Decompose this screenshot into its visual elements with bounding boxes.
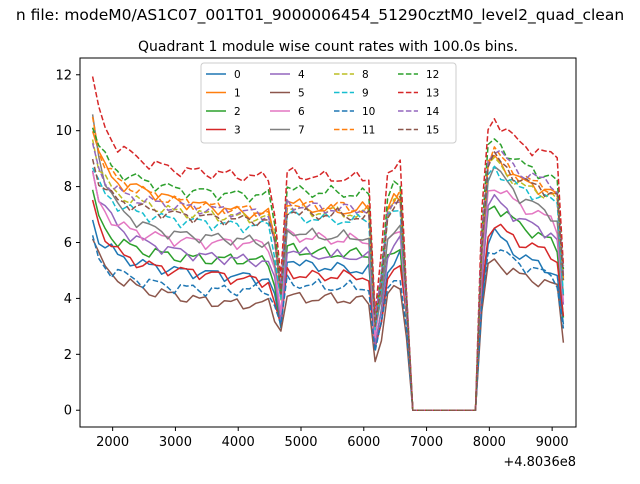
x-tick-label: 5000 — [284, 435, 317, 450]
y-tick-label: 4 — [64, 292, 72, 307]
legend-label: 10 — [362, 106, 375, 118]
y-tick-label: 12 — [55, 68, 72, 83]
series-line-12 — [91, 127, 565, 411]
series-line-13 — [91, 76, 565, 411]
series-line-15 — [91, 151, 565, 411]
series-line-14 — [91, 143, 565, 411]
legend-label: 8 — [362, 69, 369, 81]
x-axis: 2000 3000 4000 5000 6000 7000 8000 9000 — [96, 427, 569, 450]
legend-label: 3 — [234, 125, 241, 137]
x-tick-label: 4000 — [222, 435, 255, 450]
legend-label: 2 — [234, 106, 241, 118]
legend-frame — [200, 62, 457, 144]
x-tick-label: 6000 — [347, 435, 380, 450]
plot-area: 2000 3000 4000 5000 6000 7000 8000 9000 0246810… — [55, 57, 577, 470]
x-offset-label: +4.8036e8 — [503, 455, 576, 470]
series-line-0 — [91, 219, 565, 411]
figure-suptitle: n file: modeM0/AS1C07_001T01_9000006454_… — [16, 6, 624, 25]
y-tick-label: 6 — [64, 236, 72, 251]
series-line-4 — [91, 170, 565, 411]
y-axis: 0 2 4 6 8 10 12 — [55, 68, 80, 419]
legend-label: 5 — [298, 88, 305, 100]
y-tick-label: 10 — [55, 124, 72, 139]
legend-label: 14 — [426, 106, 440, 118]
x-tick-label: 3000 — [159, 435, 192, 450]
y-tick-label: 2 — [64, 348, 72, 363]
x-tick-label: 2000 — [96, 435, 129, 450]
x-tick-label: 9000 — [536, 435, 569, 450]
y-tick-label: 8 — [64, 180, 72, 195]
legend-label: 6 — [298, 106, 305, 118]
legend-label: 11 — [362, 125, 375, 137]
x-tick-label: 8000 — [473, 435, 506, 450]
y-tick-label: 0 — [64, 404, 72, 419]
legend-label: 7 — [298, 125, 305, 137]
series-line-9 — [91, 165, 565, 411]
series-line-5 — [91, 238, 565, 411]
legend-label: 12 — [426, 69, 439, 81]
x-tick-label: 7000 — [410, 435, 443, 450]
chart-title: Quadrant 1 module wise count rates with … — [138, 39, 518, 55]
series-layer — [91, 76, 565, 411]
legend-label: 9 — [362, 88, 369, 100]
series-line-11 — [91, 116, 565, 411]
series-line-6 — [91, 171, 565, 411]
legend-label: 4 — [298, 69, 305, 81]
series-line-3 — [91, 199, 565, 411]
legend-label: 13 — [426, 88, 439, 100]
legend-label: 15 — [426, 125, 439, 137]
legend-label: 1 — [234, 88, 241, 100]
series-line-10 — [91, 235, 565, 411]
legend-label: 0 — [234, 69, 241, 81]
